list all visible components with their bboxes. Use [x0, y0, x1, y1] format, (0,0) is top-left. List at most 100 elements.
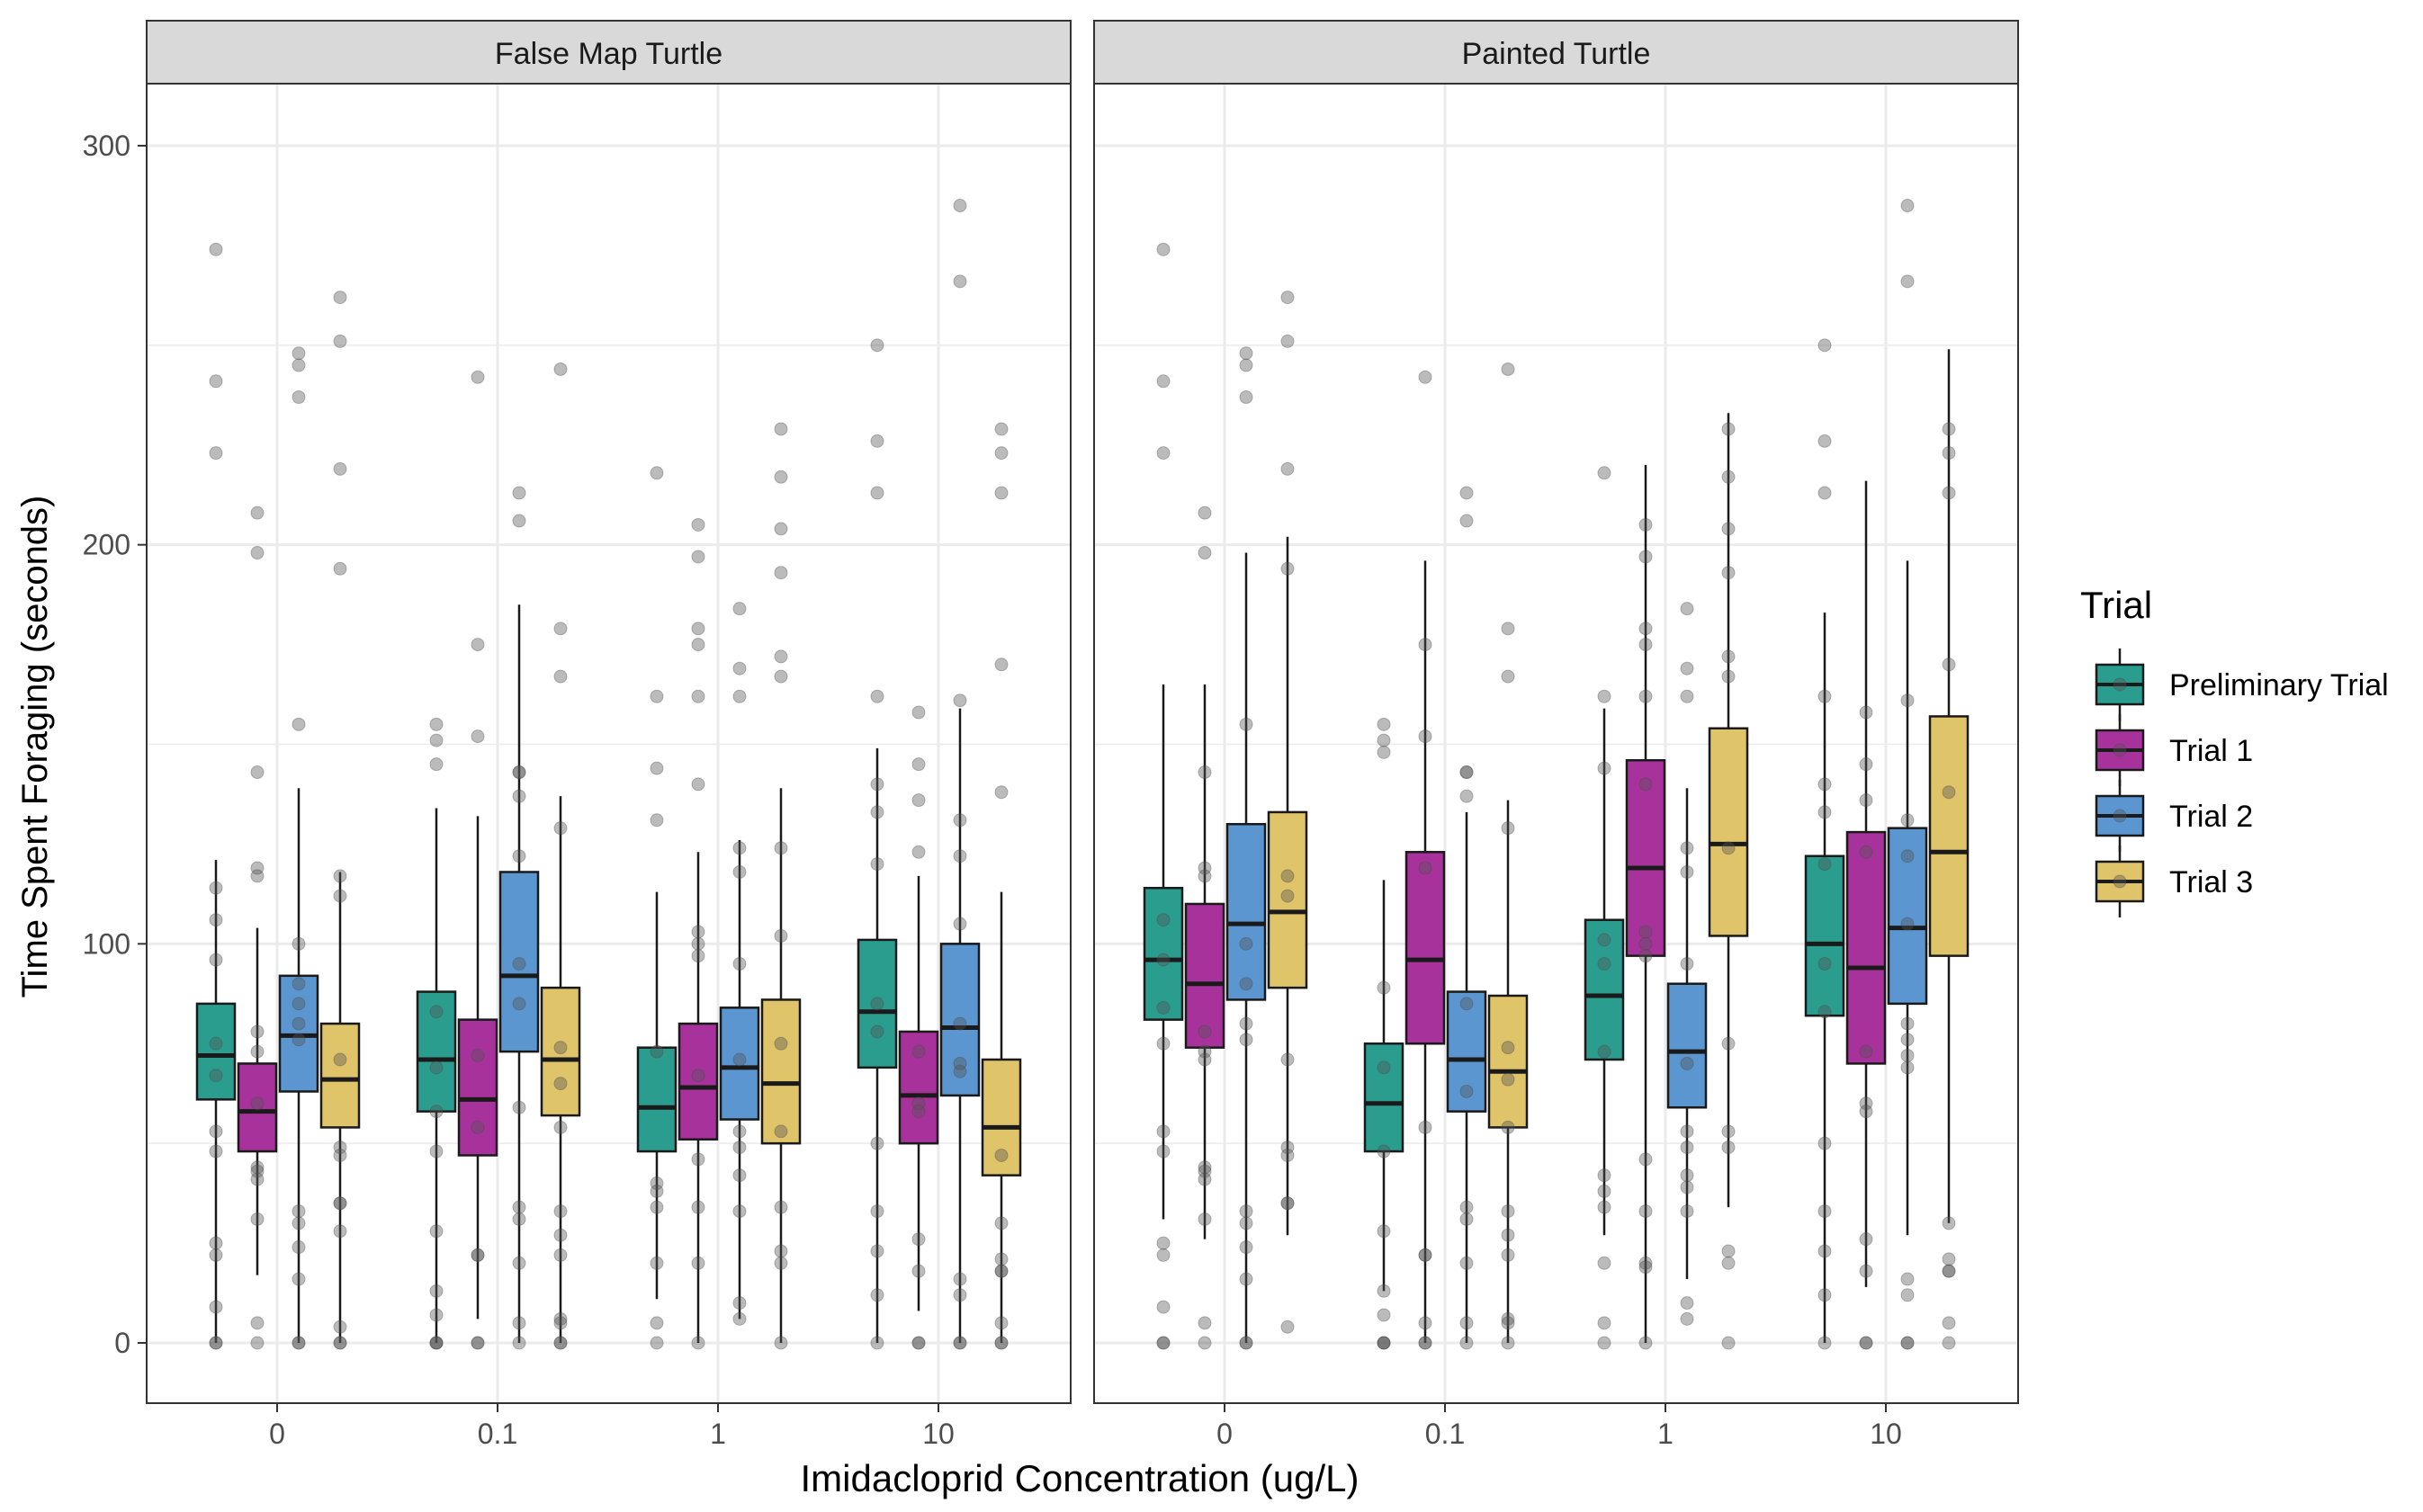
data-point	[953, 274, 967, 289]
data-point	[1501, 362, 1515, 376]
box	[760, 998, 802, 1145]
data-point	[1459, 1200, 1474, 1214]
data-point	[994, 1336, 1009, 1350]
data-point	[1418, 1336, 1432, 1350]
data-point	[1900, 849, 1915, 863]
data-point	[1942, 1216, 1956, 1230]
data-point	[1859, 1264, 1873, 1278]
box	[498, 871, 540, 1053]
data-point	[250, 1164, 265, 1178]
box	[1625, 758, 1666, 957]
box	[195, 1002, 237, 1101]
data-point	[650, 1316, 664, 1330]
data-point	[911, 1336, 926, 1350]
data-point	[650, 1176, 664, 1191]
data-point	[1597, 1256, 1611, 1270]
data-point	[553, 1120, 568, 1134]
data-point	[333, 889, 347, 903]
box	[237, 1062, 278, 1153]
data-point	[1817, 857, 1832, 872]
data-point	[732, 1141, 747, 1155]
data-point	[994, 1336, 1009, 1350]
box-group	[1487, 362, 1529, 1350]
box-group	[540, 362, 581, 1350]
data-point	[994, 1316, 1009, 1330]
data-point	[1721, 1336, 1736, 1350]
legend-label: Trial 1	[2169, 734, 2253, 768]
data-point	[1459, 1084, 1474, 1098]
data-point	[1280, 1196, 1295, 1211]
data-point	[650, 1336, 664, 1350]
data-point	[732, 841, 747, 855]
data-point	[1418, 638, 1432, 652]
box	[678, 1022, 719, 1141]
data-point	[994, 785, 1009, 800]
box	[1887, 827, 1928, 1006]
data-point	[1817, 1204, 1832, 1219]
data-point	[1501, 669, 1515, 684]
data-point	[1721, 470, 1736, 484]
data-point	[512, 1336, 526, 1350]
data-point	[774, 1256, 788, 1270]
data-point	[553, 1204, 568, 1219]
data-point	[1597, 1044, 1611, 1059]
data-point	[1501, 1204, 1515, 1219]
box-group	[857, 338, 898, 1350]
data-point	[1900, 813, 1915, 828]
data-point	[1280, 334, 1295, 348]
data-point	[553, 1041, 568, 1055]
data-point	[209, 242, 223, 256]
plot-background	[1094, 84, 2018, 1403]
data-point	[209, 1124, 223, 1139]
data-point	[774, 566, 788, 580]
data-point	[553, 821, 568, 836]
data-point	[250, 869, 265, 883]
x-tick-label: 10	[1870, 1418, 1902, 1450]
data-point	[250, 765, 265, 780]
box	[1928, 715, 1970, 957]
data-point	[1638, 925, 1653, 939]
data-point	[911, 1105, 926, 1119]
box	[857, 938, 898, 1069]
legend-key-point	[2113, 677, 2127, 692]
data-point	[1817, 486, 1832, 500]
data-point	[1597, 761, 1611, 775]
data-point	[1942, 1336, 1956, 1350]
data-point	[1156, 913, 1171, 927]
data-point	[292, 1336, 306, 1350]
panel-border	[146, 83, 1072, 1404]
data-point	[691, 1336, 705, 1350]
x-tick-label: 1	[1657, 1418, 1674, 1450]
data-point	[870, 338, 884, 353]
data-point	[1680, 661, 1694, 675]
data-point	[292, 346, 306, 361]
data-point	[1280, 1141, 1295, 1155]
data-point	[650, 1200, 664, 1214]
data-point	[333, 1196, 347, 1211]
data-point	[1942, 486, 1956, 500]
data-point	[994, 1264, 1009, 1278]
box	[719, 1007, 760, 1121]
data-point	[1198, 1164, 1212, 1178]
data-point	[650, 1184, 664, 1198]
data-point	[1859, 1232, 1873, 1247]
box-group	[760, 422, 802, 1350]
data-point	[911, 1264, 926, 1278]
data-point	[1239, 1033, 1253, 1047]
data-point	[774, 841, 788, 855]
data-point	[1638, 949, 1653, 963]
data-point	[911, 1336, 926, 1350]
data-point	[1900, 1033, 1915, 1047]
data-point	[292, 977, 306, 991]
data-point	[1198, 765, 1212, 780]
data-point	[953, 1064, 967, 1078]
data-point	[1900, 693, 1915, 708]
data-point	[1239, 1240, 1253, 1255]
data-point	[1239, 977, 1253, 991]
data-point	[1377, 1144, 1391, 1159]
legend-item: Trial 3	[2095, 845, 2253, 917]
data-point	[1501, 622, 1515, 636]
data-point	[1680, 1296, 1694, 1311]
data-point	[994, 422, 1009, 436]
y-tick-label: 100	[83, 927, 130, 960]
